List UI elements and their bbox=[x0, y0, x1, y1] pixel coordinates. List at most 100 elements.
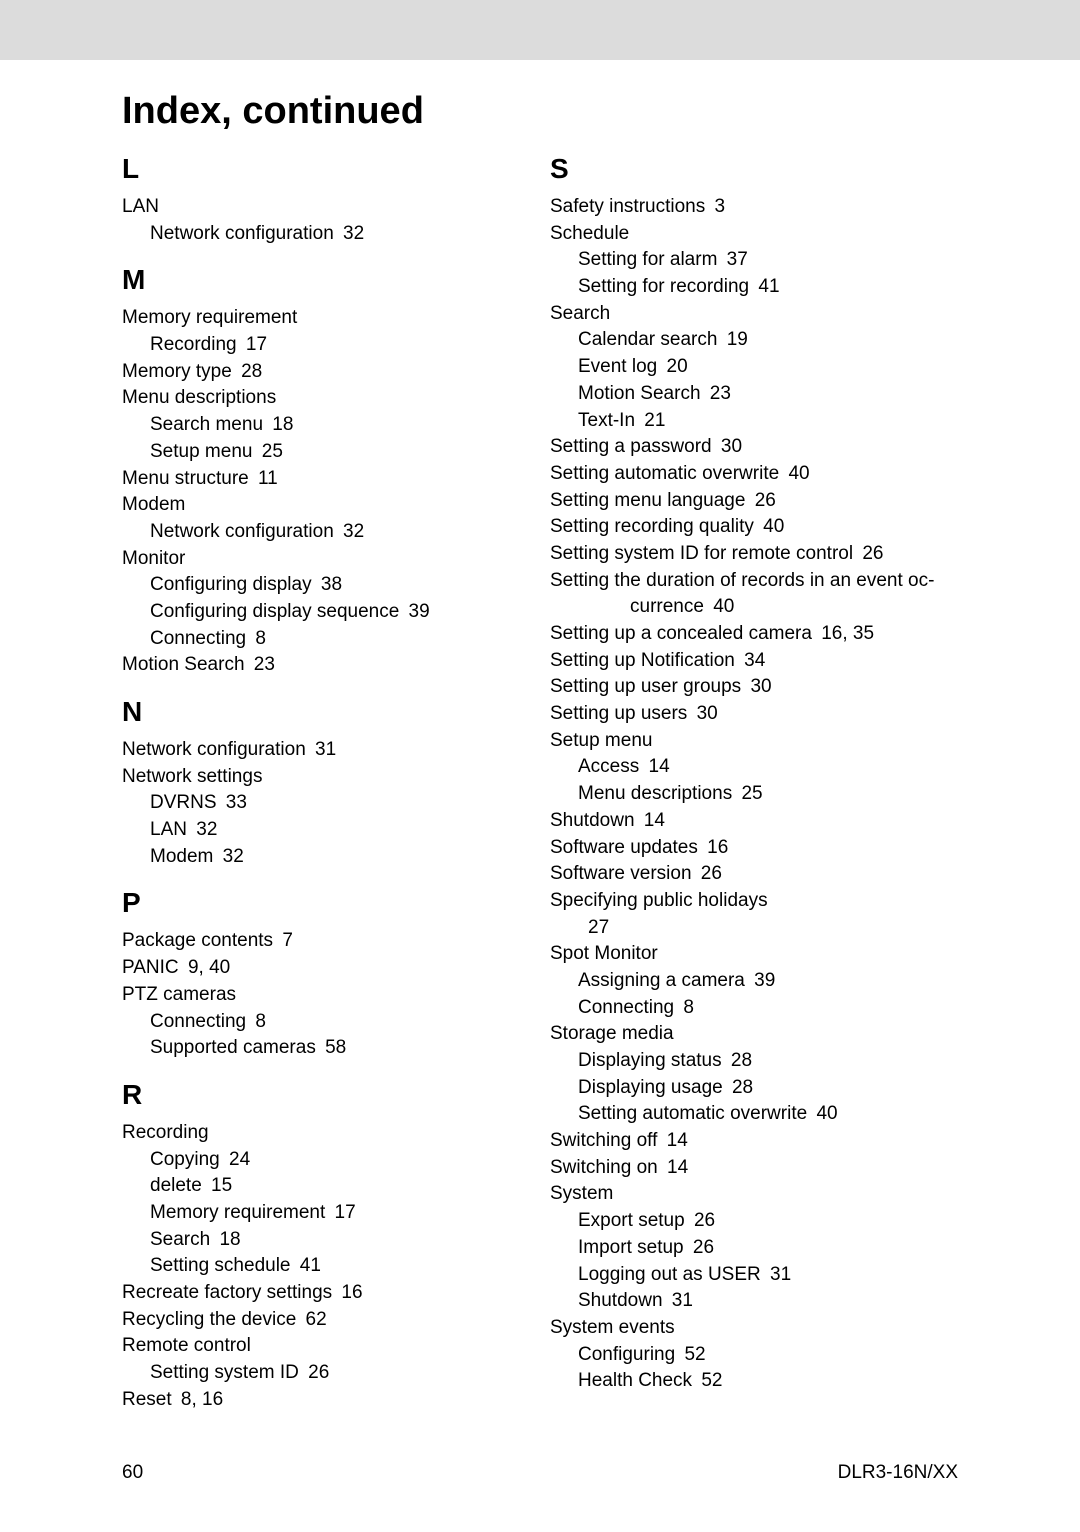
entry-page: 40 bbox=[783, 463, 809, 484]
entry-page: 38 bbox=[316, 574, 342, 595]
entry-page: 24 bbox=[224, 1149, 250, 1170]
entry-page: 37 bbox=[721, 249, 747, 270]
index-entry: Recording bbox=[122, 1121, 530, 1146]
index-entry: Setting automatic overwrite 40 bbox=[550, 462, 958, 487]
entry-text: Setting system ID bbox=[150, 1362, 299, 1383]
entry-page: 14 bbox=[661, 1130, 687, 1151]
entry-text: Specifying public holidays bbox=[550, 890, 768, 911]
index-entry: Motion Search 23 bbox=[550, 382, 958, 407]
page-title: Index, continued bbox=[0, 60, 1080, 133]
entry-page: 32 bbox=[217, 846, 243, 867]
entry-text: Setting for alarm bbox=[578, 249, 717, 270]
entry-text: Memory type bbox=[122, 361, 232, 382]
entry-text: Setting recording quality bbox=[550, 516, 754, 537]
entry-text: Displaying status bbox=[578, 1050, 722, 1071]
entry-text: Health Check bbox=[578, 1370, 692, 1391]
index-entry: Setting automatic overwrite 40 bbox=[550, 1102, 958, 1127]
index-entry: Configuring display sequence 39 bbox=[122, 600, 530, 625]
entry-text: Setting menu language bbox=[550, 490, 745, 511]
index-entry: Storage media bbox=[550, 1022, 958, 1047]
entry-page: 34 bbox=[739, 650, 765, 671]
entry-text: Recreate factory settings bbox=[122, 1282, 332, 1303]
entry-text: Motion Search bbox=[578, 383, 701, 404]
index-entry: Configuring display 38 bbox=[122, 573, 530, 598]
index-entry: Text-In 21 bbox=[550, 409, 958, 434]
index-entry: Shutdown 14 bbox=[550, 809, 958, 834]
index-entry: Configuring 52 bbox=[550, 1343, 958, 1368]
entry-text: PANIC bbox=[122, 957, 179, 978]
entry-text: Switching off bbox=[550, 1130, 657, 1151]
entry-text: Recycling the device bbox=[122, 1309, 296, 1330]
index-entry: Connecting 8 bbox=[122, 1010, 530, 1035]
index-entry: Recreate factory settings 16 bbox=[122, 1281, 530, 1306]
index-entry: Event log 20 bbox=[550, 355, 958, 380]
entry-text: Setup menu bbox=[150, 441, 252, 462]
entry-text: Reset bbox=[122, 1389, 172, 1410]
entry-text: Software version bbox=[550, 863, 692, 884]
index-entry: Supported cameras 58 bbox=[122, 1036, 530, 1061]
index-entry: Spot Monitor bbox=[550, 942, 958, 967]
entry-page: 30 bbox=[691, 703, 717, 724]
entry-text: Menu descriptions bbox=[122, 387, 276, 408]
entry-text: Search menu bbox=[150, 414, 263, 435]
index-entry: Setting the duration of records in an ev… bbox=[550, 569, 958, 594]
entry-text: Setting up users bbox=[550, 703, 687, 724]
entry-page: 62 bbox=[300, 1309, 326, 1330]
index-entry: Modem 32 bbox=[122, 845, 530, 870]
index-entry: Setting schedule 41 bbox=[122, 1254, 530, 1279]
entry-text: Import setup bbox=[578, 1237, 684, 1258]
entry-page: 28 bbox=[727, 1077, 753, 1098]
entry-text: Menu structure bbox=[122, 468, 249, 489]
right-column: SSafety instructions 3ScheduleSetting fo… bbox=[550, 153, 958, 1414]
index-entry: delete 15 bbox=[122, 1174, 530, 1199]
entry-text: System bbox=[550, 1183, 613, 1204]
index-entry: DVRNS 33 bbox=[122, 791, 530, 816]
letter-heading: P bbox=[122, 887, 530, 919]
entry-page: 8, 16 bbox=[176, 1389, 224, 1410]
entry-text: Copying bbox=[150, 1149, 220, 1170]
index-entry: Setting up Notification 34 bbox=[550, 649, 958, 674]
entry-page: 33 bbox=[221, 792, 247, 813]
index-entry: Export setup 26 bbox=[550, 1209, 958, 1234]
entry-page: 26 bbox=[696, 863, 722, 884]
entry-page: 8 bbox=[678, 997, 694, 1018]
index-entry: Search bbox=[550, 302, 958, 327]
entry-page: 39 bbox=[749, 970, 775, 991]
entry-text: Recording bbox=[122, 1122, 209, 1143]
entry-text: Network configuration bbox=[150, 223, 334, 244]
entry-text: 27 bbox=[588, 917, 609, 938]
index-entry: Reset 8, 16 bbox=[122, 1388, 530, 1413]
entry-page: 26 bbox=[749, 490, 775, 511]
entry-page: 40 bbox=[758, 516, 784, 537]
index-entry: Menu descriptions 25 bbox=[550, 782, 958, 807]
index-entry: Shutdown 31 bbox=[550, 1289, 958, 1314]
entry-page: 41 bbox=[295, 1255, 321, 1276]
index-entry: PTZ cameras bbox=[122, 983, 530, 1008]
entry-text: Text-In bbox=[578, 410, 635, 431]
index-entry: Logging out as USER 31 bbox=[550, 1263, 958, 1288]
entry-text: PTZ cameras bbox=[122, 984, 236, 1005]
index-entry: Copying 24 bbox=[122, 1148, 530, 1173]
entry-text: Connecting bbox=[150, 1011, 246, 1032]
entry-text: Setting system ID for remote control bbox=[550, 543, 853, 564]
entry-text: LAN bbox=[150, 819, 187, 840]
entry-page: 23 bbox=[705, 383, 731, 404]
entry-page: 16 bbox=[336, 1282, 362, 1303]
entry-text: Shutdown bbox=[578, 1290, 663, 1311]
entry-text: Menu descriptions bbox=[578, 783, 732, 804]
entry-page: 9, 40 bbox=[183, 957, 231, 978]
entry-page: 41 bbox=[753, 276, 779, 297]
entry-text: Software updates bbox=[550, 837, 698, 858]
entry-text: LAN bbox=[122, 196, 159, 217]
index-entry: Connecting 8 bbox=[122, 627, 530, 652]
entry-text: Assigning a camera bbox=[578, 970, 745, 991]
index-entry: currence 40 bbox=[550, 595, 958, 620]
left-column: LLANNetwork configuration 32MMemory requ… bbox=[122, 153, 550, 1414]
index-entry: Setting up user groups 30 bbox=[550, 675, 958, 700]
index-entry: LAN 32 bbox=[122, 818, 530, 843]
entry-text: System events bbox=[550, 1317, 675, 1338]
entry-text: delete bbox=[150, 1175, 202, 1196]
index-entry: Specifying public holidays bbox=[550, 889, 958, 914]
entry-text: Setting for recording bbox=[578, 276, 749, 297]
entry-page: 40 bbox=[811, 1103, 837, 1124]
